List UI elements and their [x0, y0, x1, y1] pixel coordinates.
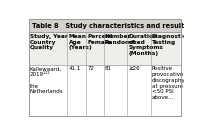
Text: Study, Year
Country
Quality: Study, Year Country Quality: [30, 34, 68, 50]
Text: 41.1: 41.1: [69, 66, 81, 71]
Text: Mean
Age
(Years): Mean Age (Years): [69, 34, 92, 50]
Bar: [29, 19, 181, 32]
Bar: [104, 65, 127, 116]
Bar: [68, 32, 86, 65]
Text: 72: 72: [88, 66, 95, 71]
Text: Duration
of
Symptoms
(Months): Duration of Symptoms (Months): [128, 34, 163, 56]
Bar: [86, 32, 104, 65]
Bar: [68, 65, 86, 116]
Text: Kallewaard,
2019¹¹¹

the
Netherlands: Kallewaard, 2019¹¹¹ the Netherlands: [30, 66, 63, 94]
Text: 81: 81: [105, 66, 112, 71]
Text: Diagnostic
Testing: Diagnostic Testing: [152, 34, 187, 45]
Bar: [151, 32, 181, 65]
Text: Number
Randomized: Number Randomized: [105, 34, 146, 45]
Bar: [29, 32, 68, 65]
Bar: [127, 65, 151, 116]
Text: Percent
Female: Percent Female: [88, 34, 113, 45]
Bar: [86, 65, 104, 116]
Text: Table 8   Study characteristics and results of intradiscal me: Table 8 Study characteristics and result…: [32, 23, 204, 29]
Bar: [151, 65, 181, 116]
Bar: [104, 32, 127, 65]
Bar: [29, 65, 68, 116]
Text: Positive
provocative
discography
at pressure
<50 PSI
above...: Positive provocative discography at pres…: [152, 66, 186, 100]
Text: ≥26: ≥26: [128, 66, 140, 71]
Bar: [127, 32, 151, 65]
